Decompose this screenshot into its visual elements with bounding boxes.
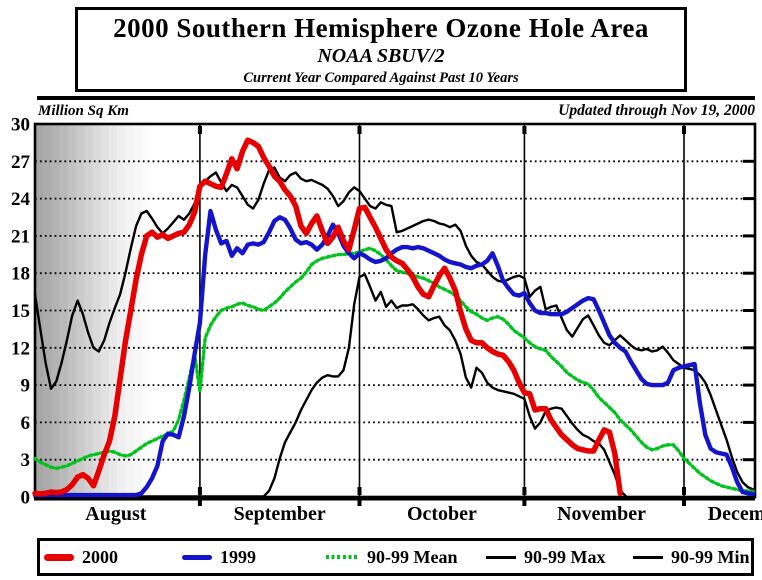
x-axis-month-label: October	[407, 503, 477, 525]
series-line-90-99-mean	[33, 246, 755, 494]
title-box: 2000 Southern Hemisphere Ozone Hole Area…	[75, 7, 687, 92]
series-line-90-99-min	[33, 273, 627, 498]
month-tick-below-axis	[682, 499, 686, 506]
series-line-1999	[32, 208, 756, 498]
month-tick-bottom	[682, 487, 686, 495]
y-axis-tick-label: 9	[21, 376, 31, 397]
page-title: 2000 Southern Hemisphere Ozone Hole Area	[113, 13, 649, 43]
month-tick-top	[682, 126, 686, 134]
dotted-line-swatch-mean	[326, 555, 359, 559]
legend-item-mean: 90-99 Mean	[326, 541, 457, 573]
legend-label: 1999	[220, 546, 256, 567]
y-axis-title: Million Sq Km	[38, 103, 129, 119]
y-axis-tick-label: 12	[11, 338, 30, 359]
month-tick-bottom	[522, 487, 527, 495]
x-axis-month-label: August	[85, 503, 146, 525]
no-data-shaded-band	[84, 124, 93, 497]
no-data-shaded-band	[67, 124, 77, 497]
y-axis-tick-label: 18	[11, 264, 30, 285]
y-axis-tick-label: 21	[11, 226, 30, 247]
legend-item-min: 90-99 Min	[633, 541, 750, 573]
series-line-90-99-max	[33, 166, 755, 491]
no-data-shaded-band	[43, 124, 52, 497]
no-data-shaded-band	[141, 124, 151, 497]
y-axis-tick-label: 6	[21, 413, 31, 434]
line-swatch-2000	[44, 553, 74, 561]
legend-item-max: 90-99 Max	[486, 541, 605, 573]
title-divider-rule	[37, 96, 755, 100]
month-tick-below-axis	[197, 499, 202, 506]
legend-label: 2000	[82, 546, 118, 567]
y-axis-tick-label: 3	[21, 450, 31, 471]
y-axis-tick-label: 24	[11, 189, 31, 210]
y-axis-tick-label: 0	[21, 488, 31, 509]
series-line-2000	[32, 137, 623, 497]
legend-label: 90-99 Mean	[367, 546, 458, 567]
line-swatch-min	[633, 555, 663, 559]
x-axis-month-label: September	[234, 503, 326, 525]
line-swatch-1999	[182, 554, 212, 560]
comparison-tagline: Current Year Compared Against Past 10 Ye…	[243, 70, 519, 86]
month-tick-top	[197, 126, 202, 134]
y-axis-tick-label: 30	[11, 115, 30, 136]
no-data-shaded-band	[92, 124, 102, 497]
no-data-shaded-band	[117, 124, 126, 497]
month-tick-top	[357, 126, 362, 134]
y-axis-tick-label: 15	[11, 301, 30, 322]
chart-legend: 2000 1999 90-99 Mean 90-99 Max 90-99 Min	[37, 538, 754, 576]
month-tick-below-axis	[522, 499, 527, 506]
no-data-shaded-band	[59, 124, 69, 497]
month-tick-top	[522, 126, 527, 134]
instrument-subtitle: NOAA SBUV/2	[317, 45, 445, 67]
updated-through-note: Updated through Nov 19, 2000	[558, 102, 755, 119]
month-tick-bottom	[197, 487, 202, 495]
no-data-shaded-band	[35, 124, 44, 497]
no-data-shaded-band	[133, 124, 143, 497]
x-axis-month-label: December	[708, 503, 762, 525]
month-tick-bottom	[357, 487, 362, 495]
legend-item-2000: 2000	[44, 541, 118, 573]
legend-item-1999: 1999	[182, 541, 256, 573]
x-axis-month-label: November	[557, 503, 646, 525]
y-axis-tick-label: 27	[11, 152, 31, 173]
legend-label: 90-99 Max	[524, 546, 606, 567]
legend-label: 90-99 Min	[671, 546, 750, 567]
line-swatch-max	[486, 555, 516, 559]
month-tick-below-axis	[357, 499, 362, 506]
